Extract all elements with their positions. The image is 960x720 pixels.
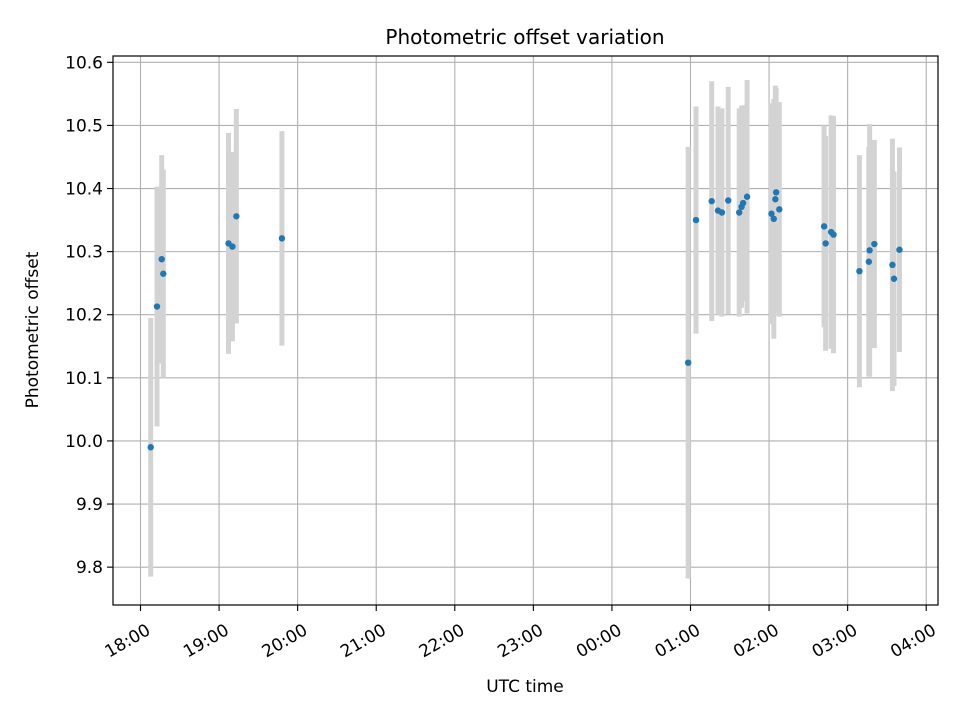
data-point (158, 255, 165, 263)
data-point (718, 209, 726, 216)
y-axis-ticks: 9.8 9.9 10.0 10.1 10.2 10.3 10.4 10.5 10.6 (65, 53, 113, 578)
data-point (776, 206, 783, 213)
data-point (229, 243, 236, 250)
data-point (739, 199, 747, 207)
data-point (278, 235, 286, 242)
data-point (866, 247, 873, 254)
data-point (871, 240, 878, 248)
y-tick-label: 10.4 (65, 180, 103, 200)
data-point (865, 258, 873, 265)
data-point (692, 216, 700, 224)
x-axis-label: UTC time (486, 677, 564, 697)
data-point (153, 303, 161, 310)
chart-title: Photometric offset variation (385, 25, 664, 49)
plot-frame (112, 55, 939, 606)
y-tick-label: 10.0 (65, 432, 103, 452)
y-axis-label: Photometric offset (23, 251, 43, 408)
y-tick-label: 10.1 (65, 369, 103, 389)
data-points (147, 189, 903, 451)
data-point (736, 209, 743, 216)
data-point (743, 193, 751, 200)
data-point (160, 270, 167, 277)
data-point (708, 197, 715, 205)
data-point (822, 240, 829, 247)
data-point (772, 196, 779, 203)
data-point (890, 275, 898, 282)
y-tick-label: 10.6 (65, 53, 103, 73)
data-point (725, 197, 732, 204)
data-point (772, 189, 780, 196)
data-point (830, 231, 837, 238)
grid-lines (113, 56, 938, 605)
y-tick-label: 10.3 (65, 243, 103, 263)
data-point (896, 246, 903, 253)
data-point (684, 359, 692, 366)
data-point (147, 444, 154, 451)
data-point (856, 267, 863, 275)
data-point (768, 210, 775, 217)
y-tick-label: 9.9 (76, 495, 103, 515)
y-tick-label: 10.2 (65, 306, 103, 326)
data-point (770, 215, 777, 223)
y-tick-label: 10.5 (65, 116, 103, 136)
y-tick-label: 9.8 (76, 558, 103, 578)
data-point (233, 213, 240, 220)
data-point (820, 223, 828, 230)
data-point (889, 261, 896, 269)
